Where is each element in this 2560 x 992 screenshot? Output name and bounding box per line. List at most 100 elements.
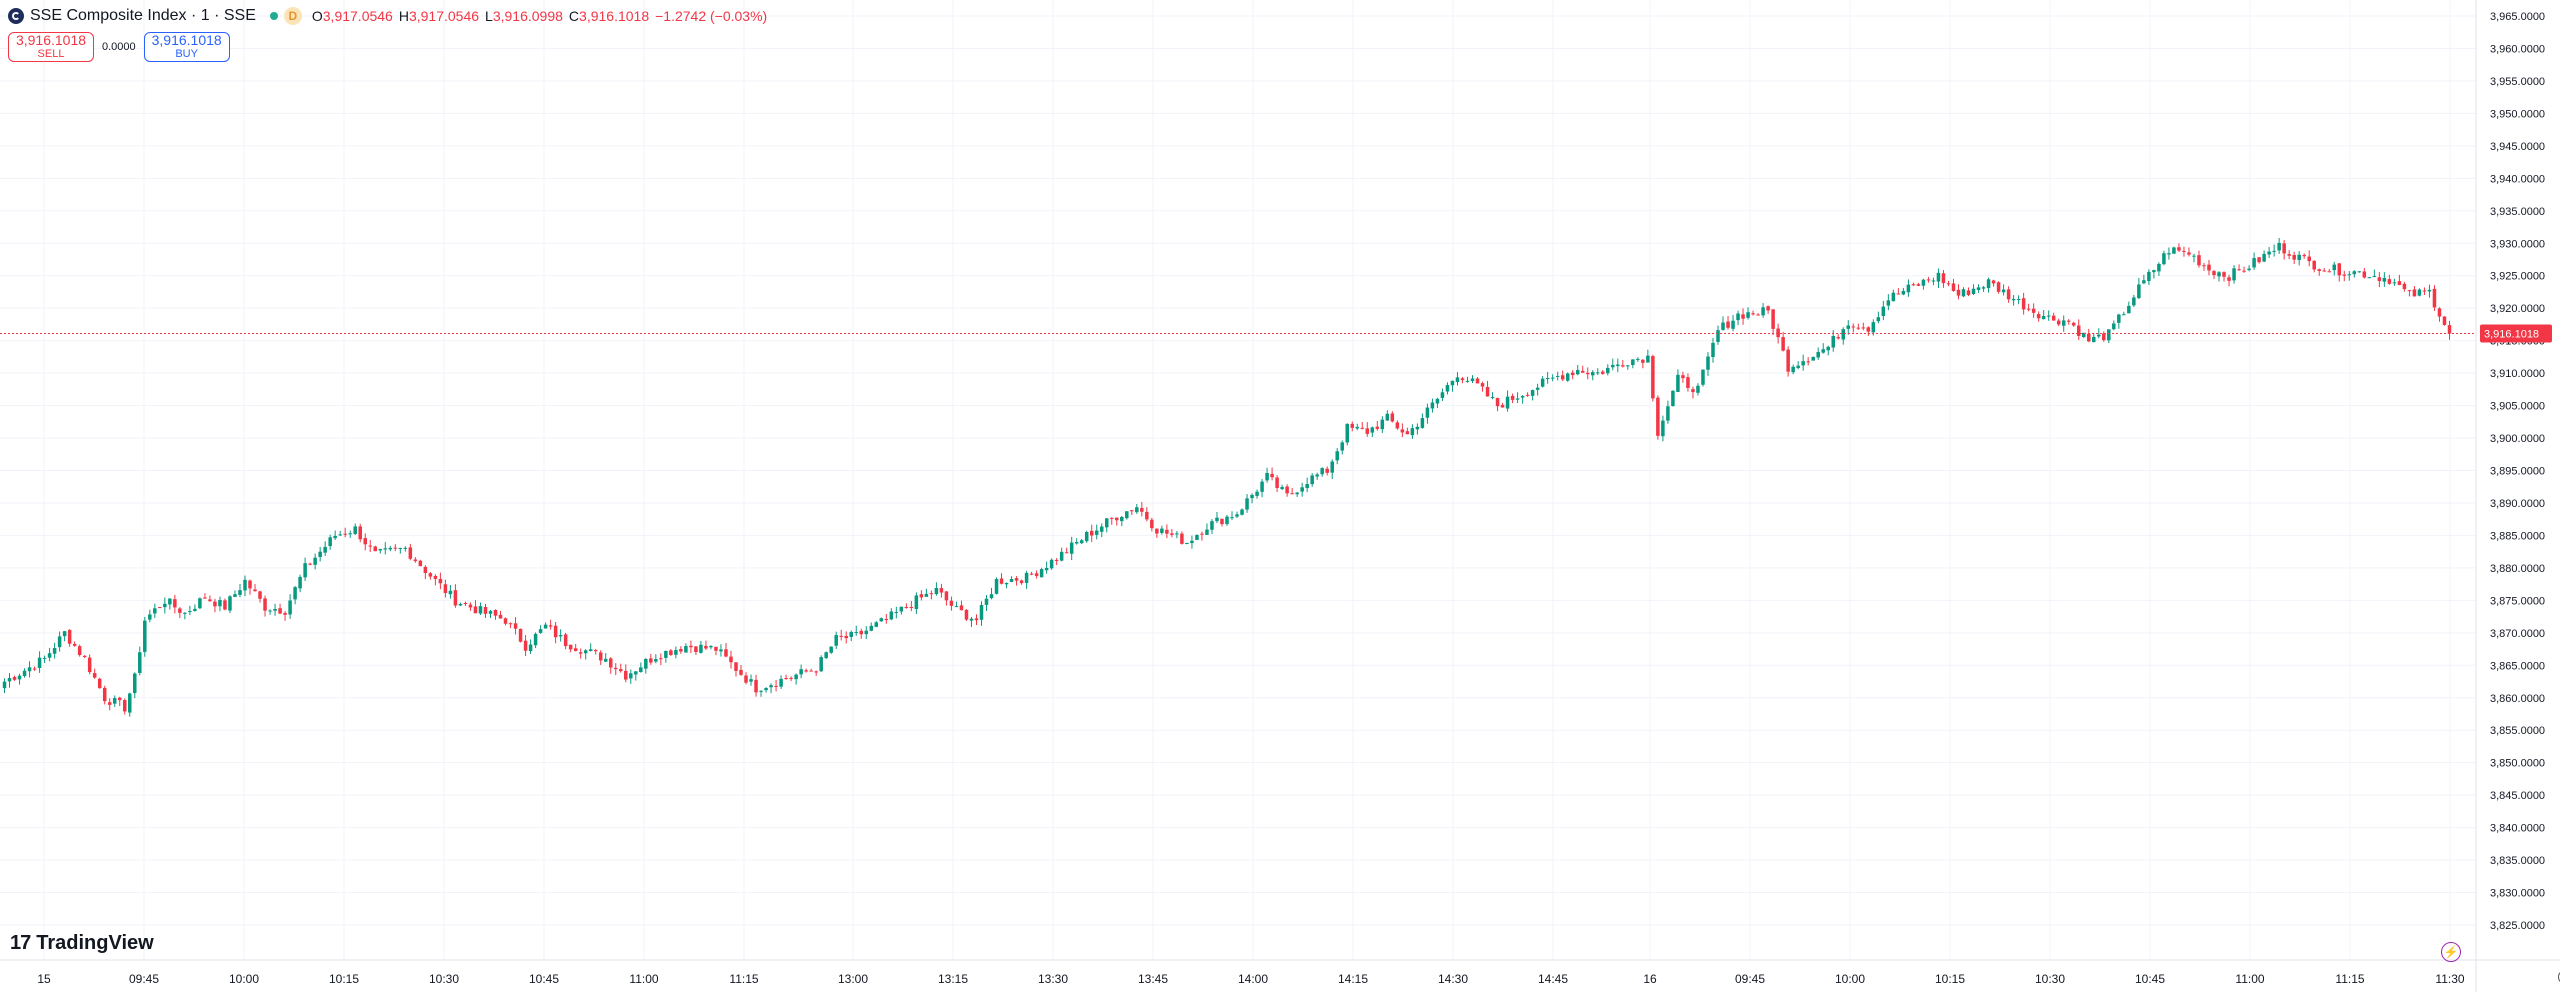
candle — [148, 609, 152, 623]
candle — [1926, 276, 1931, 283]
candle-body — [824, 652, 828, 658]
time-tick-label: 10:00 — [1835, 972, 1865, 986]
candle — [513, 617, 518, 635]
candle-body — [1731, 320, 1735, 329]
candle-body — [2021, 298, 2026, 310]
price-tick-label: 3,910.0000 — [2490, 368, 2545, 380]
candle — [1636, 357, 1640, 362]
candle — [904, 603, 909, 609]
spread-value: 0.0000 — [102, 41, 136, 53]
symbol-title[interactable]: SSE Composite Index · 1 · SSE — [30, 7, 256, 24]
candle — [2352, 270, 2357, 278]
candle — [709, 645, 713, 650]
candle — [1450, 380, 1455, 392]
candle-body — [1686, 377, 1690, 388]
candle-body — [258, 591, 262, 599]
candle-body — [318, 551, 322, 558]
candle-body — [2147, 271, 2151, 282]
candle — [1290, 487, 1294, 495]
candle-body — [2162, 253, 2166, 265]
candle-body — [679, 649, 683, 652]
candle-body — [563, 634, 568, 647]
candle — [453, 584, 458, 608]
candle — [744, 672, 748, 685]
candle — [2272, 244, 2276, 257]
candle — [17, 673, 22, 685]
candle-body — [1034, 573, 1039, 576]
candle-body — [117, 697, 122, 701]
market-status-icon[interactable] — [269, 12, 278, 20]
candle — [458, 602, 463, 607]
candle-body — [1079, 540, 1084, 544]
buy-button[interactable]: 3,916.1018 BUY — [143, 32, 230, 62]
candle-body — [1891, 292, 1896, 302]
candle — [1861, 322, 1866, 331]
candle-body — [1360, 427, 1365, 429]
candle-body — [839, 635, 843, 637]
price-tick-label: 3,940.0000 — [2490, 173, 2545, 185]
candle — [1335, 447, 1339, 465]
candle-body — [1661, 420, 1665, 437]
candle-body — [1440, 392, 1445, 398]
candle — [809, 668, 813, 672]
candle-body — [809, 670, 813, 672]
time-tick-label: 09:45 — [129, 972, 159, 986]
price-axis[interactable]: 3,965.0000 3,960.0000 3,955.0000 3,950.0000… — [2490, 11, 2545, 932]
candle — [704, 640, 708, 651]
candle-body — [2307, 256, 2311, 262]
candle-body — [1901, 290, 1906, 295]
candle — [1074, 538, 1079, 545]
candle-body — [303, 563, 307, 578]
candle-body — [42, 657, 47, 659]
candle — [143, 616, 147, 657]
candle-body — [2372, 275, 2377, 277]
candle-body — [634, 671, 638, 675]
candle-body — [689, 645, 693, 648]
close-key: C — [568, 8, 580, 24]
candle — [1009, 576, 1014, 583]
candle — [1736, 310, 1740, 326]
candle — [2036, 311, 2041, 322]
data-badge[interactable]: D — [283, 7, 302, 25]
candle-body — [1300, 487, 1304, 492]
candle-body — [2257, 257, 2261, 263]
candle — [1751, 310, 1755, 316]
candle — [1776, 323, 1780, 344]
candle-body — [1871, 322, 1876, 333]
candle — [1340, 440, 1344, 455]
candle-body — [158, 607, 162, 609]
candle-body — [1425, 407, 1430, 418]
tradingview-logo[interactable]: 17 TradingView — [10, 932, 154, 955]
candle — [1380, 416, 1385, 434]
candle-body — [1540, 378, 1545, 387]
lightning-icon[interactable]: ⚡ — [2441, 942, 2461, 962]
candle — [1701, 369, 1705, 387]
candle-body — [1350, 423, 1355, 428]
candle — [2011, 295, 2016, 306]
candle-body — [1235, 514, 1239, 517]
candle-body — [864, 630, 869, 635]
candle-body — [1355, 426, 1360, 429]
time-tick-label: 11:15 — [2335, 972, 2364, 986]
candle — [1951, 278, 1956, 292]
candle-body — [1530, 390, 1535, 396]
candle-body — [72, 643, 77, 646]
candle-body — [2081, 332, 2086, 338]
candle — [1094, 524, 1099, 540]
candle — [1530, 389, 1535, 401]
candle — [1570, 370, 1575, 380]
time-axis[interactable]: 15 09:45 10:00 10:15 10:30 10:45 11:00 11:15 13:… — [37, 972, 2465, 986]
candle-body — [438, 579, 443, 584]
candle-body — [1856, 327, 1861, 329]
candle-body — [1671, 390, 1675, 407]
candle — [984, 595, 989, 611]
candle-body — [2192, 255, 2196, 257]
price-tick-label: 3,835.0000 — [2490, 855, 2545, 867]
candle — [829, 646, 833, 654]
candle-body — [1325, 468, 1329, 473]
candle — [193, 604, 197, 612]
sell-button[interactable]: 3,916.1018 SELL — [8, 32, 94, 62]
candle — [1210, 519, 1214, 535]
candle-body — [353, 526, 357, 534]
